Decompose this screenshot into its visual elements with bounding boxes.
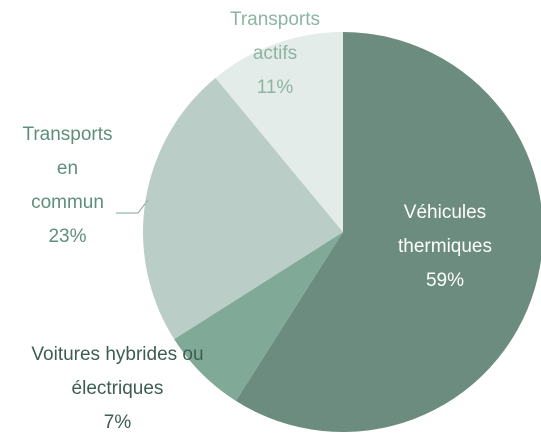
- value-label: 59%: [425, 270, 465, 291]
- pie-slice: [143, 77, 343, 340]
- value-label: 23%: [48, 226, 87, 247]
- slice-label: Transports actifs 11%: [205, 3, 345, 105]
- pie: [143, 32, 541, 432]
- pie-slice: [215, 32, 343, 232]
- slice-label: Voitures hybrides ou électriques 7%: [10, 338, 225, 440]
- category-label: Transports en commun: [22, 124, 113, 213]
- pie-slice: [235, 32, 541, 432]
- category-label: Véhicules thermiques: [398, 202, 492, 257]
- leader-line: [116, 199, 149, 214]
- pie-slice: [174, 232, 343, 401]
- category-label: Transports actifs: [229, 9, 321, 64]
- value-label: 7%: [103, 412, 132, 433]
- category-label: Voitures hybrides ou électriques: [31, 344, 204, 399]
- slice-label: Transports en commun 23%: [10, 118, 125, 254]
- slice-label: Véhicules thermiques 59%: [370, 196, 520, 298]
- value-label: 11%: [256, 77, 294, 98]
